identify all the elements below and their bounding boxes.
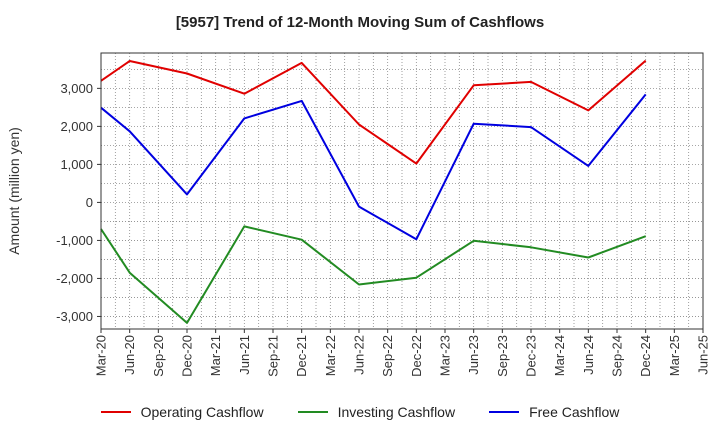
x-tick-label: Dec-23: [524, 335, 539, 377]
x-tick-label: Mar-21: [208, 335, 223, 376]
x-tick-label: Sep-20: [151, 335, 166, 377]
x-tick-label: Sep-21: [266, 335, 281, 377]
x-tick-label: Mar-24: [552, 335, 567, 376]
x-tick-label: Jun-25: [696, 335, 711, 375]
x-tick-label: Sep-23: [495, 335, 510, 377]
legend-item: Investing Cashflow: [297, 404, 456, 420]
legend-item: Operating Cashflow: [100, 404, 264, 420]
plot-frame: [100, 52, 704, 330]
x-tick-label: Dec-20: [180, 335, 195, 377]
chart-title: [5957] Trend of 12-Month Moving Sum of C…: [175, 14, 545, 31]
legend-label: Investing Cashflow: [337, 404, 456, 420]
x-tick-label: Mar-25: [667, 335, 682, 376]
y-tick-label: -2,000: [56, 271, 93, 286]
y-tick-label: 1,000: [60, 157, 93, 172]
x-tick-labels: Mar-20 Jun-20 Sep-20 Dec-20 Mar-21 Jun-21 Sep-…: [94, 329, 711, 377]
legend-item: Free Cashflow: [489, 404, 619, 420]
series-line-free-cashflow: [100, 93, 647, 241]
legend-label: Free Cashflow: [529, 404, 620, 420]
y-tick-label: -3,000: [56, 309, 93, 324]
legend-swatch: [100, 411, 131, 413]
x-tick-label: Sep-24: [610, 335, 625, 377]
x-tick-label: Sep-22: [380, 335, 395, 377]
x-tick-label: Dec-22: [409, 335, 424, 377]
x-tick-label: Jun-22: [352, 335, 367, 375]
y-tick-label: 2,000: [60, 119, 93, 134]
series-layer: [100, 59, 647, 324]
series-line-investing-cashflow: [100, 225, 647, 324]
x-tick-label: Mar-20: [94, 335, 109, 376]
legend-swatch: [489, 411, 520, 413]
x-tick-label: Dec-24: [638, 335, 653, 377]
y-tick-label: 3,000: [60, 81, 93, 96]
x-tick-label: Mar-22: [323, 335, 338, 376]
series-line-operating-cashflow: [100, 59, 647, 165]
grid-layer: [100, 53, 704, 329]
legend-swatch: [297, 411, 328, 413]
y-axis-label: Amount (million yen): [6, 127, 22, 255]
legend: Operating Cashflow Investing Cashflow Free…: [0, 404, 720, 420]
legend-label: Operating Cashflow: [140, 404, 264, 420]
x-tick-label: Dec-21: [294, 335, 309, 377]
x-tick-label: Jun-21: [237, 335, 252, 375]
y-tick-labels: 3,000 2,000 1,000 0 -1,000 -2,000 -3,000: [56, 81, 101, 324]
y-tick-label: -1,000: [56, 233, 93, 248]
x-tick-label: Jun-24: [581, 335, 596, 375]
x-tick-label: Jun-20: [122, 335, 137, 375]
x-tick-label: Jun-23: [466, 335, 481, 375]
y-tick-label: 0: [86, 195, 93, 210]
x-tick-label: Mar-23: [438, 335, 453, 376]
